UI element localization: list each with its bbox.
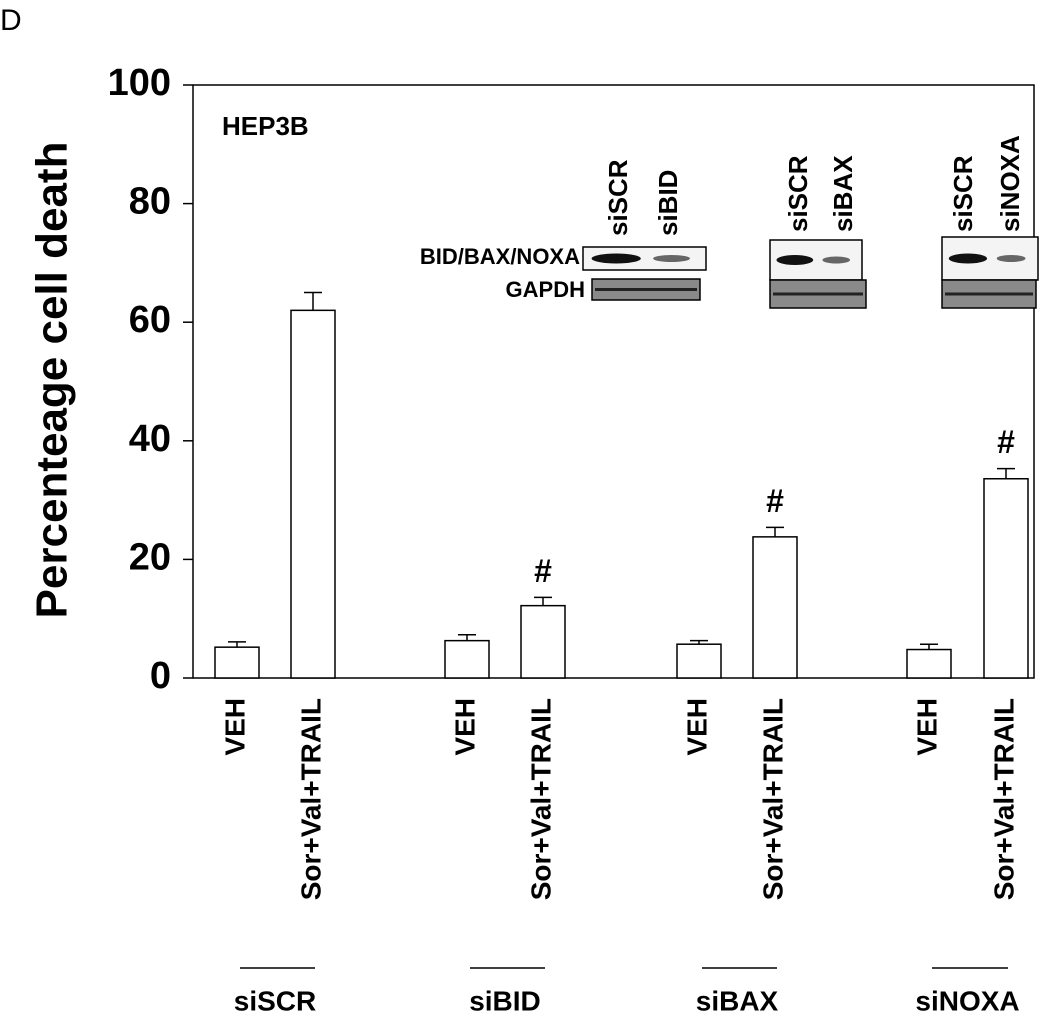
blot-band <box>822 256 851 264</box>
x-tick-label: Sor+Val+TRAIL <box>757 698 788 900</box>
error-bar <box>997 467 1015 479</box>
group-label: siNOXA <box>915 985 1019 1016</box>
plot-frame <box>192 84 1035 679</box>
lane-label: siBAX <box>828 155 858 232</box>
x-tick-label: Sor+Val+TRAIL <box>295 698 326 900</box>
error-bar <box>304 291 322 311</box>
significance-mark: # <box>534 553 552 589</box>
bar <box>906 648 952 679</box>
group-label: siBID <box>469 985 541 1016</box>
bar <box>983 478 1029 679</box>
y-tick-label: 20 <box>129 536 171 578</box>
y-tick-label: 80 <box>129 181 171 223</box>
blot-band <box>591 253 641 264</box>
y-tick-label: 60 <box>129 299 171 341</box>
bar <box>520 604 566 679</box>
x-tick-label: VEH <box>219 698 250 756</box>
annotation: HEP3B <box>222 111 309 141</box>
blot-band <box>776 255 814 265</box>
error-bar <box>228 641 246 648</box>
error-bar <box>458 633 476 641</box>
group-label: siBAX <box>696 985 779 1016</box>
error-bar <box>534 596 552 606</box>
x-tick-label: Sor+Val+TRAIL <box>525 698 556 900</box>
significance-mark: # <box>766 483 784 519</box>
blot-band <box>653 255 691 262</box>
y-axis-label: Percenteage cell death <box>28 142 77 619</box>
panel-label: D <box>0 4 22 37</box>
bar <box>290 309 336 679</box>
lane-label: siBID <box>653 170 683 236</box>
bar <box>676 643 722 679</box>
x-tick-label: VEH <box>681 698 712 756</box>
blot-band <box>996 255 1026 262</box>
significance-mark: # <box>997 424 1015 460</box>
x-tick-label: VEH <box>449 698 480 756</box>
blot-label: BID/BAX/NOXA <box>420 244 580 269</box>
error-bar <box>766 526 784 537</box>
blot-label: GAPDH <box>506 277 585 302</box>
y-tick-label: 0 <box>150 655 171 697</box>
bar <box>752 536 798 679</box>
blot-frame <box>582 246 707 271</box>
lane-label: siNOXA <box>995 135 1025 232</box>
error-bar <box>690 639 708 645</box>
error-bar <box>920 643 938 650</box>
lane-label: siSCR <box>948 155 978 232</box>
bar <box>214 646 260 679</box>
lane-label: siSCR <box>783 155 813 232</box>
x-tick-label: Sor+Val+TRAIL <box>988 698 1019 900</box>
blot-band <box>948 253 988 264</box>
group-label: siSCR <box>234 985 316 1016</box>
x-tick-label: VEH <box>911 698 942 756</box>
bar <box>444 639 490 679</box>
y-tick-label: 40 <box>129 418 171 460</box>
lane-label: siSCR <box>603 159 633 236</box>
y-tick-label: 100 <box>108 62 171 104</box>
